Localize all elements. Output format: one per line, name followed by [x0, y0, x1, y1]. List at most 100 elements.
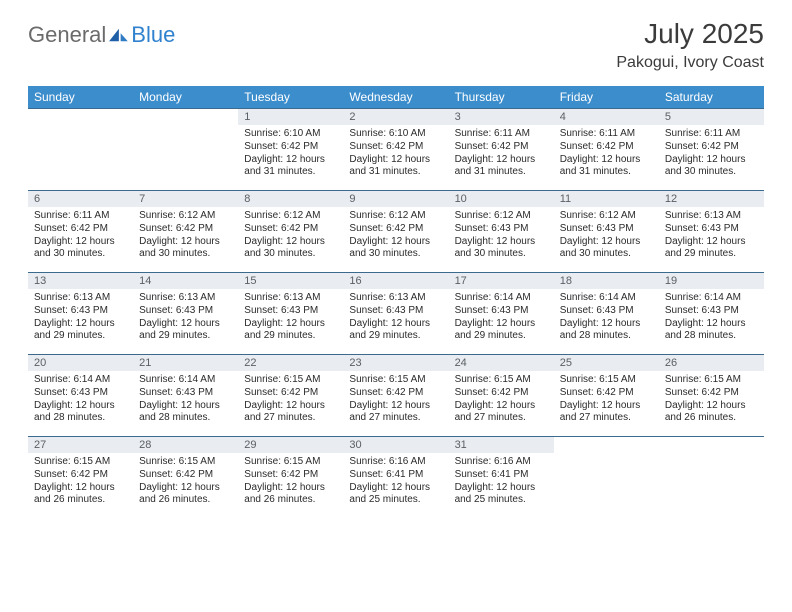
- calendar-day-cell: 23Sunrise: 6:15 AMSunset: 6:42 PMDayligh…: [343, 355, 448, 437]
- calendar-day-cell: 26Sunrise: 6:15 AMSunset: 6:42 PMDayligh…: [659, 355, 764, 437]
- day-number: 21: [133, 355, 238, 371]
- calendar-body: 1Sunrise: 6:10 AMSunset: 6:42 PMDaylight…: [28, 109, 764, 519]
- sunset-text: Sunset: 6:42 PM: [34, 223, 127, 236]
- calendar-day-cell: 2Sunrise: 6:10 AMSunset: 6:42 PMDaylight…: [343, 109, 448, 191]
- sunrise-text: Sunrise: 6:10 AM: [244, 128, 337, 141]
- sunrise-text: Sunrise: 6:16 AM: [349, 456, 442, 469]
- calendar-day-cell: 11Sunrise: 6:12 AMSunset: 6:43 PMDayligh…: [554, 191, 659, 273]
- daylight-text: Daylight: 12 hours and 27 minutes.: [560, 400, 653, 426]
- day-body: Sunrise: 6:16 AMSunset: 6:41 PMDaylight:…: [449, 453, 554, 510]
- day-number: 12: [659, 191, 764, 207]
- daylight-text: Daylight: 12 hours and 31 minutes.: [349, 154, 442, 180]
- day-body: Sunrise: 6:11 AMSunset: 6:42 PMDaylight:…: [28, 207, 133, 264]
- day-body: Sunrise: 6:15 AMSunset: 6:42 PMDaylight:…: [554, 371, 659, 428]
- day-number: 22: [238, 355, 343, 371]
- day-number: 3: [449, 109, 554, 125]
- daylight-text: Daylight: 12 hours and 27 minutes.: [244, 400, 337, 426]
- daylight-text: Daylight: 12 hours and 30 minutes.: [665, 154, 758, 180]
- day-number: 4: [554, 109, 659, 125]
- calendar-week-row: 20Sunrise: 6:14 AMSunset: 6:43 PMDayligh…: [28, 355, 764, 437]
- sunset-text: Sunset: 6:43 PM: [139, 305, 232, 318]
- sunrise-text: Sunrise: 6:12 AM: [244, 210, 337, 223]
- calendar-day-cell: 21Sunrise: 6:14 AMSunset: 6:43 PMDayligh…: [133, 355, 238, 437]
- sunset-text: Sunset: 6:42 PM: [560, 387, 653, 400]
- calendar-day-cell: 27Sunrise: 6:15 AMSunset: 6:42 PMDayligh…: [28, 437, 133, 519]
- day-number: 19: [659, 273, 764, 289]
- day-body: Sunrise: 6:13 AMSunset: 6:43 PMDaylight:…: [659, 207, 764, 264]
- sunset-text: Sunset: 6:42 PM: [349, 387, 442, 400]
- calendar-week-row: 6Sunrise: 6:11 AMSunset: 6:42 PMDaylight…: [28, 191, 764, 273]
- sunrise-text: Sunrise: 6:15 AM: [34, 456, 127, 469]
- calendar-day-cell: 20Sunrise: 6:14 AMSunset: 6:43 PMDayligh…: [28, 355, 133, 437]
- calendar-day-cell: 10Sunrise: 6:12 AMSunset: 6:43 PMDayligh…: [449, 191, 554, 273]
- daylight-text: Daylight: 12 hours and 26 minutes.: [34, 482, 127, 508]
- sunrise-text: Sunrise: 6:15 AM: [244, 374, 337, 387]
- calendar-day-cell: 29Sunrise: 6:15 AMSunset: 6:42 PMDayligh…: [238, 437, 343, 519]
- daylight-text: Daylight: 12 hours and 25 minutes.: [455, 482, 548, 508]
- day-number: 29: [238, 437, 343, 453]
- daylight-text: Daylight: 12 hours and 31 minutes.: [560, 154, 653, 180]
- day-body: Sunrise: 6:12 AMSunset: 6:42 PMDaylight:…: [238, 207, 343, 264]
- daylight-text: Daylight: 12 hours and 28 minutes.: [34, 400, 127, 426]
- sunrise-text: Sunrise: 6:13 AM: [34, 292, 127, 305]
- sunset-text: Sunset: 6:42 PM: [665, 141, 758, 154]
- sunset-text: Sunset: 6:42 PM: [244, 387, 337, 400]
- calendar-day-cell: 31Sunrise: 6:16 AMSunset: 6:41 PMDayligh…: [449, 437, 554, 519]
- day-body: Sunrise: 6:13 AMSunset: 6:43 PMDaylight:…: [28, 289, 133, 346]
- sunset-text: Sunset: 6:43 PM: [560, 305, 653, 318]
- calendar-day-cell: 3Sunrise: 6:11 AMSunset: 6:42 PMDaylight…: [449, 109, 554, 191]
- daylight-text: Daylight: 12 hours and 29 minutes.: [349, 318, 442, 344]
- sunrise-text: Sunrise: 6:11 AM: [665, 128, 758, 141]
- calendar-week-row: 27Sunrise: 6:15 AMSunset: 6:42 PMDayligh…: [28, 437, 764, 519]
- calendar-day-cell: 5 Sunrise: 6:11 AMSunset: 6:42 PMDaylight…: [659, 109, 764, 191]
- day-body: Sunrise: 6:15 AMSunset: 6:42 PMDaylight:…: [659, 371, 764, 428]
- sunset-text: Sunset: 6:43 PM: [455, 305, 548, 318]
- daylight-text: Daylight: 12 hours and 30 minutes.: [560, 236, 653, 262]
- day-body: Sunrise: 6:15 AMSunset: 6:42 PMDaylight:…: [238, 453, 343, 510]
- calendar-day-cell: 17Sunrise: 6:14 AMSunset: 6:43 PMDayligh…: [449, 273, 554, 355]
- day-number: 13: [28, 273, 133, 289]
- sunset-text: Sunset: 6:42 PM: [244, 223, 337, 236]
- daylight-text: Daylight: 12 hours and 30 minutes.: [34, 236, 127, 262]
- sunset-text: Sunset: 6:42 PM: [665, 387, 758, 400]
- day-header-row: Sunday Monday Tuesday Wednesday Thursday…: [28, 86, 764, 109]
- sunrise-text: Sunrise: 6:13 AM: [349, 292, 442, 305]
- daylight-text: Daylight: 12 hours and 29 minutes.: [139, 318, 232, 344]
- calendar-day-cell: 28Sunrise: 6:15 AMSunset: 6:42 PMDayligh…: [133, 437, 238, 519]
- day-number: 6: [28, 191, 133, 207]
- calendar-day-cell: 14Sunrise: 6:13 AMSunset: 6:43 PMDayligh…: [133, 273, 238, 355]
- day-body: Sunrise: 6:13 AMSunset: 6:43 PMDaylight:…: [238, 289, 343, 346]
- calendar-day-cell: 4Sunrise: 6:11 AMSunset: 6:42 PMDaylight…: [554, 109, 659, 191]
- sunrise-text: Sunrise: 6:11 AM: [455, 128, 548, 141]
- sunset-text: Sunset: 6:42 PM: [349, 141, 442, 154]
- calendar-day-cell: 8Sunrise: 6:12 AMSunset: 6:42 PMDaylight…: [238, 191, 343, 273]
- day-number: 5: [659, 109, 764, 125]
- daylight-text: Daylight: 12 hours and 29 minutes.: [455, 318, 548, 344]
- logo-sail-icon: [107, 23, 129, 39]
- day-body: Sunrise: 6:11 AMSunset: 6:42 PMDaylight:…: [449, 125, 554, 182]
- day-header: Sunday: [28, 86, 133, 109]
- sunrise-text: Sunrise: 6:16 AM: [455, 456, 548, 469]
- day-header: Tuesday: [238, 86, 343, 109]
- day-body: Sunrise: 6:12 AMSunset: 6:42 PMDaylight:…: [343, 207, 448, 264]
- calendar-week-row: 1Sunrise: 6:10 AMSunset: 6:42 PMDaylight…: [28, 109, 764, 191]
- day-body: Sunrise: 6:14 AMSunset: 6:43 PMDaylight:…: [449, 289, 554, 346]
- month-title: July 2025: [616, 18, 764, 50]
- day-body: Sunrise: 6:10 AMSunset: 6:42 PMDaylight:…: [238, 125, 343, 182]
- calendar-day-cell: 22 Sunrise: 6:15 AMSunset: 6:42 PMDayligh…: [238, 355, 343, 437]
- sunset-text: Sunset: 6:41 PM: [349, 469, 442, 482]
- sunset-text: Sunset: 6:42 PM: [139, 469, 232, 482]
- day-body: Sunrise: 6:11 AMSunset: 6:42 PMDaylight:…: [554, 125, 659, 182]
- day-number: 17: [449, 273, 554, 289]
- day-body: Sunrise: 6:15 AMSunset: 6:42 PMDaylight:…: [343, 371, 448, 428]
- sunrise-text: Sunrise: 6:11 AM: [560, 128, 653, 141]
- day-body: Sunrise: 6:10 AMSunset: 6:42 PMDaylight:…: [343, 125, 448, 182]
- day-number: 11: [554, 191, 659, 207]
- daylight-text: Daylight: 12 hours and 29 minutes.: [34, 318, 127, 344]
- daylight-text: Daylight: 12 hours and 28 minutes.: [139, 400, 232, 426]
- day-body: Sunrise: 6:15 AMSunset: 6:42 PMDaylight:…: [449, 371, 554, 428]
- day-body: Sunrise: 6:13 AMSunset: 6:43 PMDaylight:…: [133, 289, 238, 346]
- calendar-week-row: 13Sunrise: 6:13 AMSunset: 6:43 PMDayligh…: [28, 273, 764, 355]
- daylight-text: Daylight: 12 hours and 30 minutes.: [455, 236, 548, 262]
- sunrise-text: Sunrise: 6:15 AM: [455, 374, 548, 387]
